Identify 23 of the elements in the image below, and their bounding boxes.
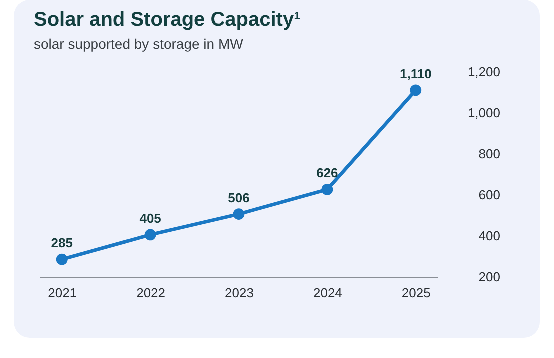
x-tick-label: 2021 [48, 286, 78, 300]
x-tick-label: 2022 [136, 286, 166, 300]
point [322, 184, 334, 196]
data-label: 506 [228, 190, 250, 206]
point [233, 208, 245, 220]
y-tick-label: 200 [478, 270, 500, 284]
chart-subtitle: solar supported by storage in MW [34, 36, 244, 52]
x-tick-label: 2023 [225, 286, 254, 300]
y-tick-label: 1,200 [468, 64, 500, 80]
data-label: 285 [51, 236, 73, 251]
point [56, 254, 68, 266]
y-tick-label: 400 [478, 228, 500, 244]
y-tick-label: 1,000 [468, 106, 500, 120]
x-tick-label: 2025 [402, 286, 431, 300]
data-label: 1,110 [400, 66, 432, 82]
point [144, 229, 156, 241]
chart-title: Solar and Storage Capacity¹ [34, 9, 302, 31]
point [410, 84, 422, 96]
data-label: 405 [140, 210, 162, 226]
data-label: 626 [316, 166, 338, 181]
y-tick-label: 600 [478, 188, 500, 202]
y-tick-label: 800 [478, 146, 500, 162]
x-tick-label: 2024 [313, 286, 342, 300]
